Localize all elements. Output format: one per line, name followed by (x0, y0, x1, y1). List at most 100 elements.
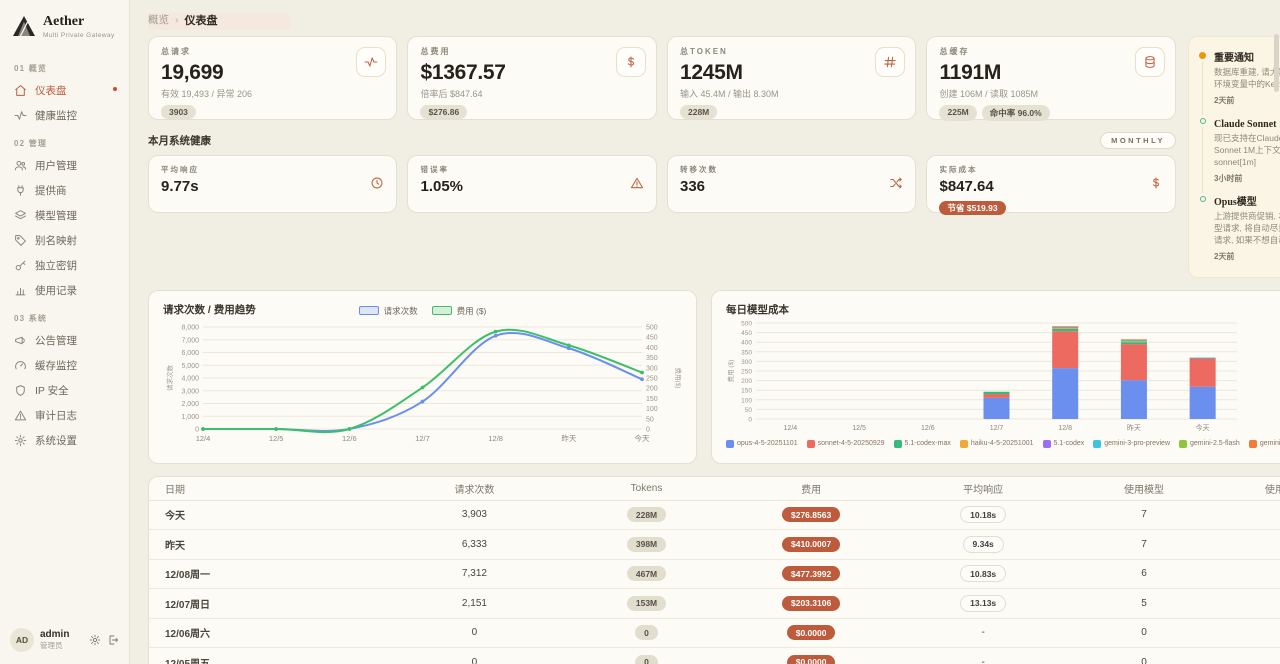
cost-pill: $0.0000 (786, 625, 836, 641)
cell-models: 7 (1141, 538, 1147, 550)
cell-requests: 0 (471, 627, 478, 639)
legend-item[interactable]: 请求次数 (358, 305, 418, 317)
requests-cost-trend-chart: 请求次数 / 费用趋势 请求次数 费用 ($) 0 1,000 2,000 3,000 4… (148, 289, 697, 464)
sidebar-item-tag[interactable]: 别名映射 (0, 228, 129, 253)
bar-chart-title: 每日模型成本 (726, 303, 789, 316)
layers-icon (14, 209, 27, 222)
notification-item[interactable]: Claude Sonnet 1M 上下文模型现已支持在Claude Code中使… (1199, 115, 1280, 193)
daily-model-cost-chart: 每日模型成本 0 50 100 150 200 250 300 350 400 450 500 费用 … (711, 289, 1280, 464)
table-row: 12/05周五 0 0 $0.0000 - 0 0 (149, 648, 1280, 664)
stat-card: 总TOKEN 1245M 输入 45.4M / 输出 8.30M 228M (666, 36, 917, 120)
sidebar-item-plug[interactable]: 提供商 (0, 178, 129, 203)
table-body: 今天 3,903 228M $276.8563 10.18s 7 6 昨天 6,333 398M $… (149, 501, 1280, 664)
avg-response-pill: 13.13s (960, 594, 1007, 612)
logo[interactable]: Aether Multi Private Gateway (0, 14, 129, 39)
legend-item[interactable]: sonnet-4-5-20250929 (806, 439, 885, 448)
sidebar-item-label: 健康监控 (35, 110, 77, 122)
svg-text:100: 100 (646, 406, 658, 413)
health-card-value: 336 (679, 178, 706, 195)
nav-section-title: 03 系统 (14, 314, 48, 323)
legend-item[interactable]: opus-4-5-20251101 (726, 439, 798, 448)
activity-icon (14, 109, 27, 122)
legend-item[interactable]: gemini-2.5-flash (1179, 439, 1240, 448)
line-chart-plot: 0 1,000 2,000 3,000 4,000 5,000 6,000 7,000 8,00… (163, 317, 683, 450)
logout-icon[interactable] (107, 634, 119, 646)
svg-text:0: 0 (646, 426, 650, 433)
settings-icon[interactable] (89, 634, 101, 646)
sidebar-item-home[interactable]: 仪表盘 (0, 78, 129, 103)
svg-text:250: 250 (741, 368, 752, 375)
stat-subtext: 有效 19,493 / 异常 206 (161, 89, 253, 99)
svg-text:250: 250 (646, 375, 658, 382)
aether-logo-icon (12, 14, 36, 38)
breadcrumb-section[interactable]: 概览 (148, 14, 169, 26)
table-header-cell: Tokens (630, 482, 663, 494)
clock-icon (370, 176, 384, 190)
sidebar-item-megaphone[interactable]: 公告管理 (0, 328, 129, 353)
svg-text:200: 200 (646, 385, 658, 392)
savings-badge: 节省 $519.93 (939, 201, 1006, 215)
svg-text:今天: 今天 (635, 433, 650, 443)
notifications-panel: 重要通知重要数据库重建, 请大家重新创建、更换环境变量中的Key.2天前Clau… (1187, 36, 1280, 278)
sidebar-item-label: 仪表盘 (35, 85, 67, 97)
users-icon (14, 159, 27, 172)
topbar: 概览 › 仪表盘 (148, 0, 1280, 30)
avg-response-pill: 10.18s (960, 506, 1007, 524)
health-card-value: 9.77s (161, 178, 199, 195)
legend-item[interactable]: 5.1-codex-max (893, 439, 951, 448)
svg-text:150: 150 (646, 395, 658, 402)
table-header-cell: 使用模型 (1124, 484, 1165, 496)
stat-card: 总请求 19,699 有效 19,493 / 异常 206 3903 (148, 36, 398, 120)
app-tagline: Multi Private Gateway (43, 32, 115, 39)
health-card-value: 1.05% (420, 178, 464, 195)
notification-item[interactable]: 重要通知重要数据库重建, 请大家重新创建、更换环境变量中的Key.2天前 (1199, 49, 1280, 115)
notification-status-dot (1199, 195, 1206, 202)
sidebar-item-shield[interactable]: IP 安全 (0, 378, 129, 403)
charts-row: 请求次数 / 费用趋势 请求次数 费用 ($) 0 1,000 2,000 3,000 4… (148, 289, 1280, 464)
sidebar-item-bar-chart[interactable]: 使用记录 (0, 278, 129, 303)
notification-title: 重要通知 (1213, 53, 1254, 64)
svg-text:12/8: 12/8 (1058, 425, 1072, 432)
scrollbar-thumb[interactable] (1274, 34, 1279, 92)
sidebar-item-label: 别名映射 (35, 235, 77, 247)
database-icon (1134, 47, 1165, 77)
sidebar-item-settings[interactable]: 系统设置 (0, 428, 129, 453)
health-card: 转移次数 336 (666, 155, 917, 213)
tokens-pill: 398M (626, 536, 667, 552)
stat-badge: 225M (939, 105, 977, 121)
health-title: 本月系统健康 (148, 134, 211, 147)
timeline-line (1202, 126, 1204, 193)
table-row: 今天 3,903 228M $276.8563 10.18s 7 6 (149, 501, 1280, 531)
table-header-cell: 费用 (801, 484, 822, 496)
svg-text:12/7: 12/7 (415, 434, 430, 443)
stat-label: 总缓存 (939, 47, 970, 56)
cell-avg: - (981, 656, 985, 664)
legend-item[interactable]: 5.1-codex (1042, 439, 1084, 448)
svg-text:请求次数: 请求次数 (165, 364, 174, 391)
svg-text:12/4: 12/4 (784, 425, 798, 432)
legend-item[interactable]: gemini-3-pro-image-preview (1248, 439, 1280, 448)
svg-text:7,000: 7,000 (181, 337, 199, 344)
legend-item[interactable]: haiku-4-5-20251001 (959, 439, 1034, 448)
sidebar-item-gauge[interactable]: 缓存监控 (0, 353, 129, 378)
stat-label: 总TOKEN (679, 47, 728, 56)
table-row: 12/07周日 2,151 153M $203.3106 13.13s 5 2 (149, 589, 1280, 619)
sidebar-nav: 01 概览 仪表盘 健康监控 02 管理 用户管理 提供商 模型管理 别名映射 独立密钥 使用记录… (0, 53, 129, 620)
legend-item[interactable]: 费用 ($) (431, 305, 486, 317)
legend-item[interactable]: gemini-3-pro-preview (1093, 439, 1170, 448)
sidebar-item-key[interactable]: 独立密钥 (0, 253, 129, 278)
notification-time: 3小时前 (1213, 173, 1243, 183)
table-header-cell: 平均响应 (963, 484, 1004, 496)
stat-value: 1191M (939, 61, 1002, 84)
period-toggle[interactable]: MONTHLY (1100, 131, 1176, 149)
cell-providers: 6 (1219, 509, 1280, 520)
stat-subtext: 倍率后 $847.64 (420, 89, 483, 99)
sidebar-item-users[interactable]: 用户管理 (0, 153, 129, 178)
sidebar-item-activity[interactable]: 健康监控 (0, 103, 129, 128)
breadcrumb-separator: › (175, 13, 179, 26)
health-card-value: $847.64 (939, 178, 994, 195)
sidebar-item-alert-triangle[interactable]: 审计日志 (0, 403, 129, 428)
sidebar-item-layers[interactable]: 模型管理 (0, 203, 129, 228)
